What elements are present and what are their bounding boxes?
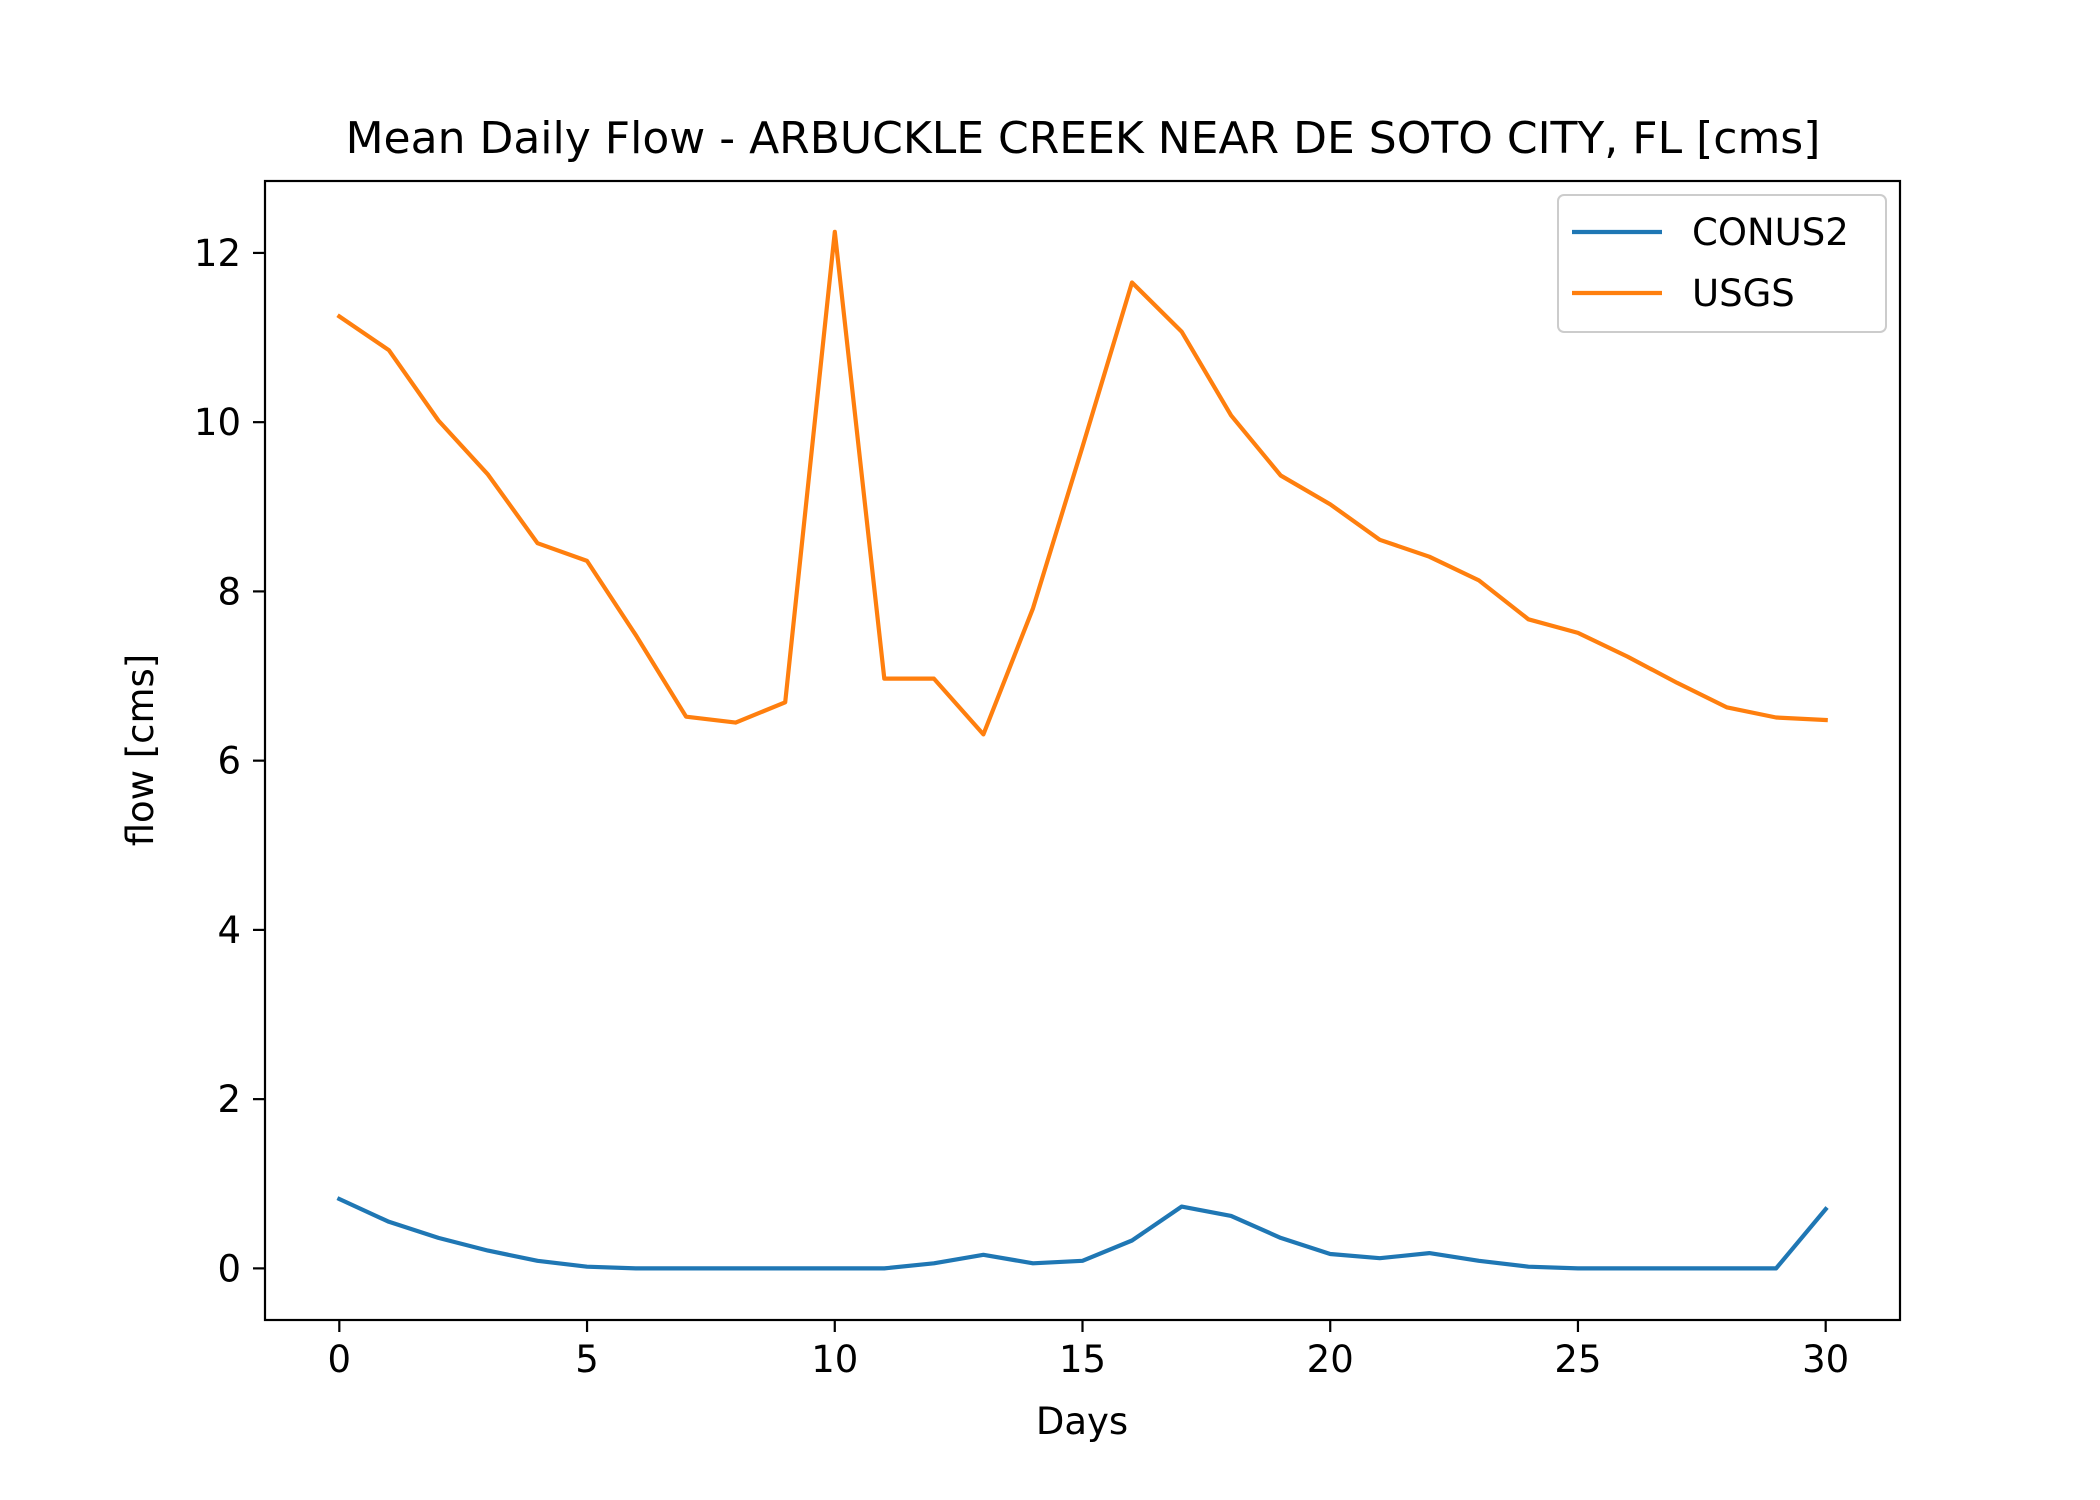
series-line-usgs: [336, 229, 1828, 737]
legend-label-conus2: CONUS2: [1692, 211, 1849, 254]
y-axis: 0 2 4 6 8 10 12: [194, 232, 265, 1290]
x-axis-label: Days: [1036, 1400, 1128, 1443]
x-tick-label: 15: [1059, 1338, 1106, 1381]
y-tick-label: 6: [217, 740, 241, 783]
x-tick-label: 10: [811, 1338, 858, 1381]
y-tick-label: 0: [217, 1247, 241, 1290]
x-tick-label: 0: [328, 1338, 352, 1381]
y-tick-label: 12: [194, 232, 241, 275]
y-tick-label: 8: [217, 570, 241, 613]
x-tick-label: 5: [575, 1338, 599, 1381]
series-layer: [336, 229, 1829, 1271]
legend-label-usgs: USGS: [1692, 272, 1795, 315]
x-tick-label: 20: [1307, 1338, 1354, 1381]
legend-box: [1557, 194, 1887, 333]
x-axis: 0 5 10 15 20 25 30: [328, 1320, 1849, 1381]
y-tick-label: 4: [217, 909, 241, 952]
y-tick-label: 2: [217, 1078, 241, 1121]
legend: CONUS2 USGS: [1557, 194, 1887, 333]
x-tick-label: 25: [1554, 1338, 1601, 1381]
y-tick-label: 10: [194, 401, 241, 444]
y-axis-label: flow [cms]: [119, 654, 162, 847]
x-tick-label: 30: [1802, 1338, 1849, 1381]
series-line-conus2: [336, 1196, 1829, 1271]
chart-title: Mean Daily Flow - ARBUCKLE CREEK NEAR DE…: [346, 113, 1821, 164]
